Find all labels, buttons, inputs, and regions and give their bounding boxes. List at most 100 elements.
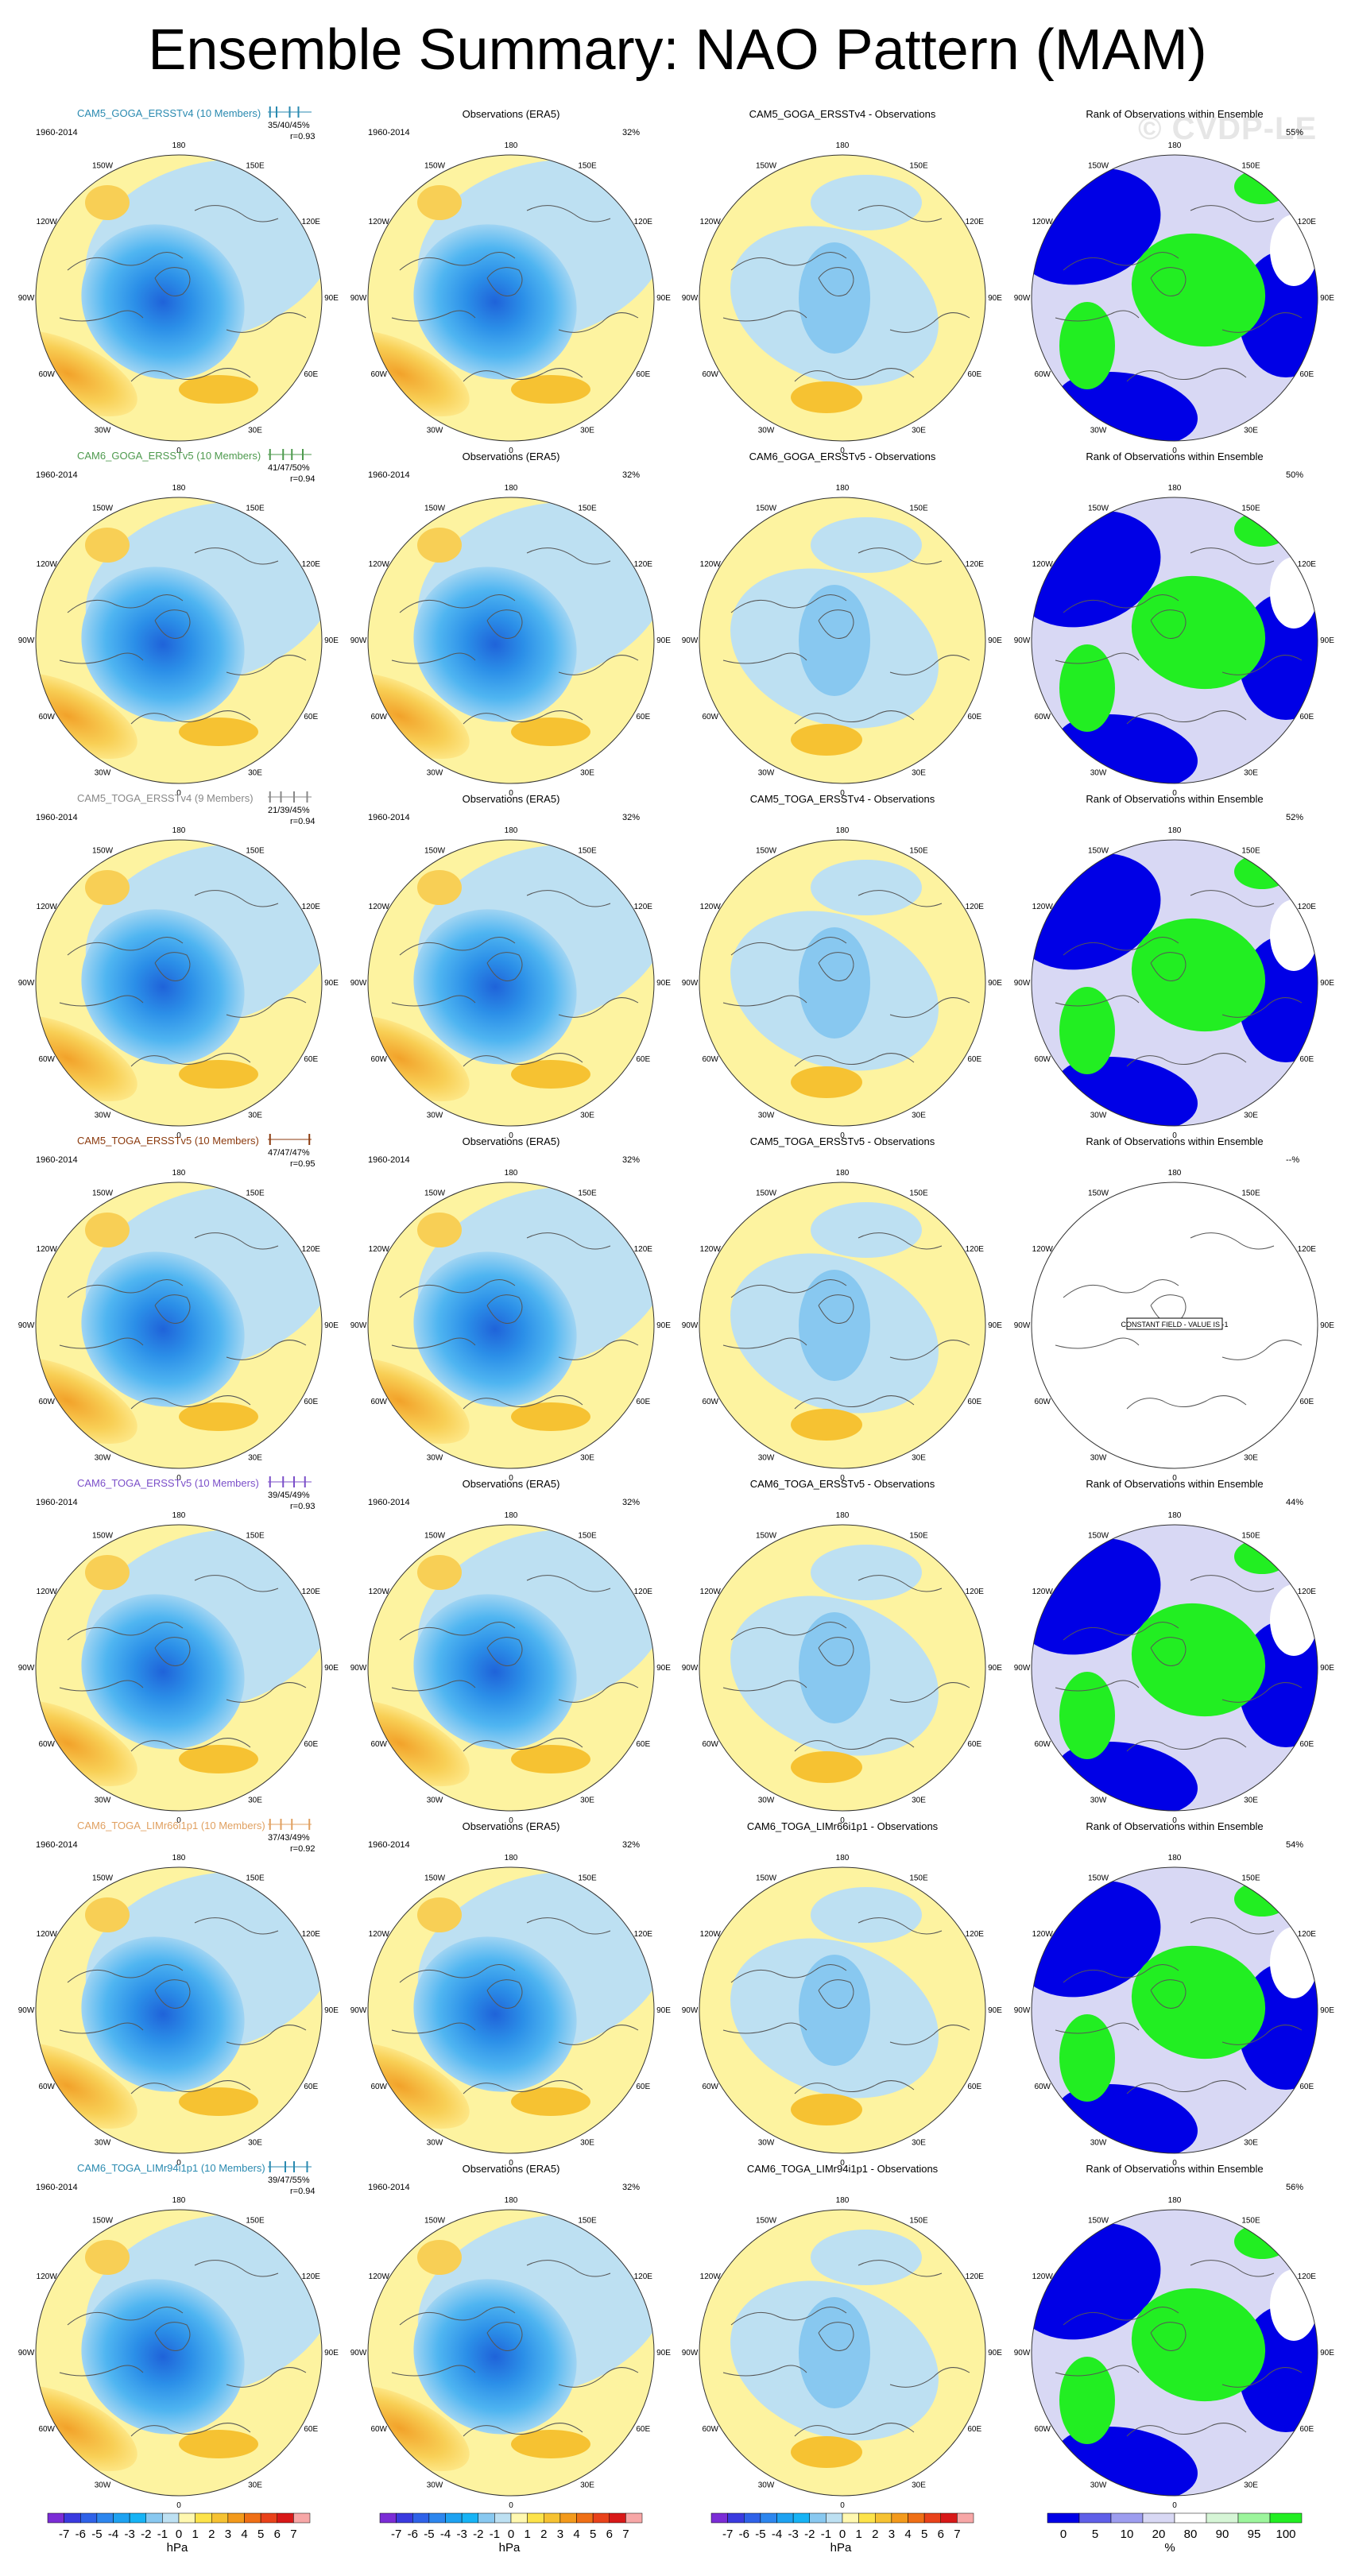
lon-label: 60E (1299, 1740, 1314, 1749)
lon-label: 120E (966, 560, 985, 569)
colorbar-swatch (510, 2512, 528, 2524)
colorbar-swatch (792, 2512, 810, 2524)
obs-pct: 32% (622, 470, 640, 480)
coastline-4 (226, 312, 307, 333)
coastline-4 (226, 655, 307, 675)
colorbar-swatch (1047, 2512, 1080, 2524)
rank-blob (1270, 215, 1318, 286)
rank-blob (1056, 2084, 1198, 2153)
coastline-1 (391, 2022, 476, 2034)
lon-label: 30W (1090, 2481, 1107, 2489)
lon-label: 120E (634, 2272, 653, 2281)
map-fill (36, 2210, 322, 2496)
lon-label: 60W (38, 1398, 55, 1406)
low-center (413, 567, 577, 722)
colorbar-tick: 3 (225, 2528, 231, 2541)
model-stats: 37/43/49% (268, 1833, 310, 1843)
diff-low (811, 1202, 922, 1258)
lon-label: 90E (656, 2006, 671, 2015)
map-boundary (699, 1866, 986, 2154)
obs-title: Observations (ERA5) (463, 2163, 560, 2175)
colorbar-swatch (461, 2512, 478, 2524)
lon-label: 150W (424, 162, 446, 171)
lon-label: 0 (840, 789, 845, 798)
rank-title: Rank of Observations within Ensemble (1086, 1135, 1263, 1147)
azores-high (368, 2042, 470, 2129)
rank-blob (1131, 575, 1266, 690)
lon-label: 60W (702, 1398, 718, 1406)
model-title: CAM6_TOGA_ERSSTv5 (10 Members) (77, 1477, 259, 1489)
lon-label: 120E (634, 560, 653, 569)
colorbar-tick: -7 (59, 2528, 69, 2541)
coastline-4 (226, 1340, 307, 1360)
lon-label: 60E (304, 370, 318, 379)
low-center (81, 224, 245, 380)
map-boundary (699, 154, 986, 442)
lon-label: 180 (505, 2196, 518, 2205)
lon-label: 90E (324, 1664, 339, 1673)
pacific-high (85, 870, 130, 905)
pacific-high (417, 1897, 462, 1932)
lon-label: 0 (176, 2501, 181, 2510)
constant-field-label: CONSTANT FIELD - VALUE IS -1 (1121, 1321, 1228, 1329)
rank-background (1032, 155, 1318, 441)
lon-label: 90E (656, 636, 671, 645)
rank-blob (1234, 1882, 1290, 1917)
panel-observations: Observations (ERA5) 1960-2014 32% 180 150E 12… (350, 793, 672, 1140)
colorbar-tick: -2 (804, 2528, 815, 2541)
colorbar-tick: -5 (91, 2528, 102, 2541)
pacific-high (417, 2240, 462, 2275)
diff-low (811, 2230, 922, 2285)
rank-blob (1238, 593, 1318, 720)
colorbar-swatch (277, 2512, 294, 2524)
panel-difference: CAM5_TOGA_ERSSTv5 - Observations 180 150E 1… (682, 1135, 1003, 1483)
coastline-1 (1055, 310, 1140, 322)
map-fill (699, 155, 985, 441)
lon-label: 150E (246, 847, 265, 856)
lon-label: 60E (636, 370, 650, 379)
map-background (36, 497, 322, 783)
coastline-1 (59, 310, 144, 322)
colorbar-swatch (957, 2512, 974, 2524)
colorbar-tick: 5 (921, 2528, 927, 2541)
rank-pct: 56% (1286, 2183, 1303, 2192)
coastline-4 (1221, 997, 1303, 1018)
rank-background (1032, 1182, 1318, 1468)
diff-high (791, 2436, 862, 2468)
lon-label: 120W (1032, 2272, 1054, 2281)
lon-label: 60W (702, 2083, 718, 2091)
colorbar-tick: -6 (739, 2528, 749, 2541)
coastline-0 (399, 1964, 516, 1983)
panel-difference: CAM6_TOGA_LIMr66i1p1 - Observations 180 15… (682, 1820, 1003, 2168)
lon-label: 60W (1034, 2425, 1051, 2434)
colorbar-tick: 0 (1060, 2528, 1067, 2541)
rank-background (1032, 2210, 1318, 2496)
low-center (413, 224, 577, 380)
lon-label: 30W (1090, 1796, 1107, 1804)
lon-label: 90W (1014, 2349, 1031, 2357)
coastline-4 (889, 312, 970, 333)
period-label: 1960-2014 (368, 128, 410, 137)
colorbar-tick: 4 (241, 2528, 247, 2541)
lon-label: 0 (509, 447, 513, 455)
lon-label: 30W (427, 2138, 443, 2147)
colorbar-swatch (576, 2512, 594, 2524)
coastline-0 (67, 1279, 184, 1298)
colorbar-tick: 5 (590, 2528, 596, 2541)
panel-observations: Observations (ERA5) 1960-2014 32% 180 150E 12… (350, 451, 672, 798)
coastline-1 (1055, 2365, 1140, 2377)
diff-low (811, 860, 922, 915)
coastline-2 (794, 368, 915, 382)
lon-label: 60E (967, 2083, 981, 2091)
map-boundary (367, 497, 655, 784)
lon-label: 90E (656, 1664, 671, 1673)
period-label: 1960-2014 (36, 1498, 78, 1507)
diff-core (799, 2297, 870, 2408)
lon-label: 30E (912, 2138, 926, 2147)
lon-label: 60E (304, 713, 318, 721)
lon-label: 30W (95, 768, 111, 777)
coastline-2 (1126, 2423, 1247, 2437)
rank-title: Rank of Observations within Ensemble (1086, 451, 1263, 462)
coastline-5 (1150, 952, 1187, 981)
lon-label: 120E (634, 1588, 653, 1596)
